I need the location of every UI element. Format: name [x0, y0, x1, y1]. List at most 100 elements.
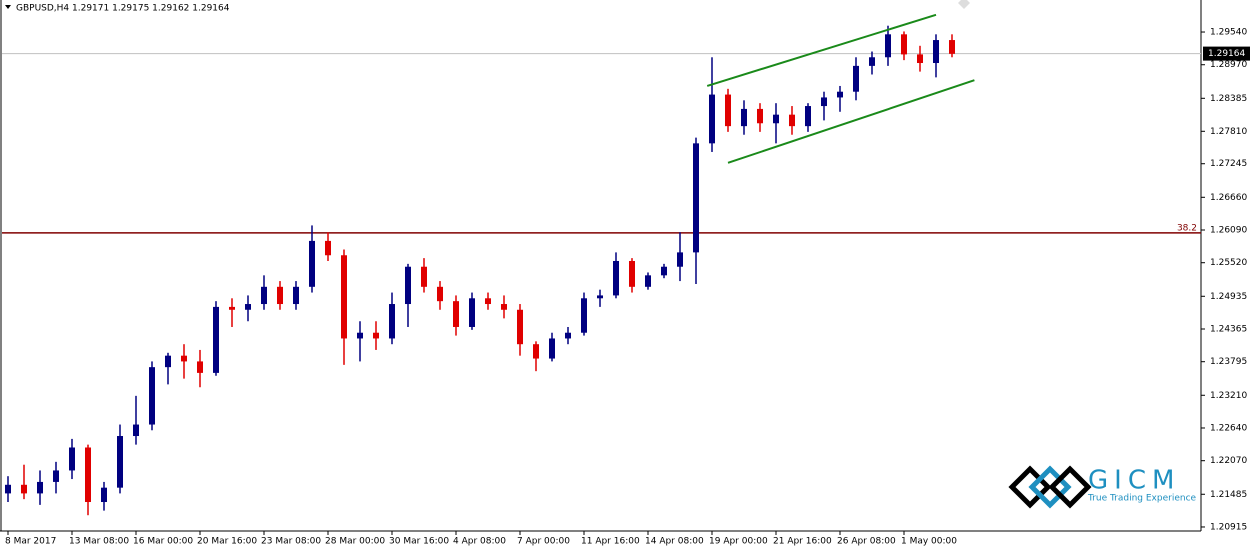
candle-body	[53, 470, 59, 482]
candle-body	[197, 361, 203, 373]
candle-body	[37, 481, 43, 494]
candle-body	[597, 295, 603, 299]
candle-body	[85, 447, 91, 503]
y-tick-label: 1.26660	[1210, 193, 1247, 203]
candle-body	[245, 304, 251, 310]
candle-body	[357, 332, 363, 339]
candle-body	[789, 114, 795, 127]
candle-body	[501, 304, 507, 310]
candle-body	[549, 338, 555, 359]
candle-body	[389, 304, 395, 339]
marker	[958, 0, 970, 9]
candle-body	[565, 332, 571, 339]
candle-body	[325, 240, 331, 256]
candle-body	[805, 106, 811, 127]
x-tick-label: 11 Apr 16:00	[581, 537, 640, 547]
candle-body	[229, 306, 235, 310]
candle-body	[773, 114, 779, 124]
x-tick-label: 4 Apr 08:00	[453, 537, 506, 547]
candle-body	[277, 286, 283, 305]
y-tick-label: 1.27810	[1210, 127, 1247, 137]
candle-body	[453, 301, 459, 327]
candle-body	[581, 298, 587, 333]
x-tick-label: 14 Apr 08:00	[645, 537, 704, 547]
logo-mark	[1048, 465, 1092, 509]
y-tick-label: 1.26090	[1210, 226, 1247, 236]
candle-body	[421, 266, 427, 287]
candle-body	[293, 286, 299, 305]
y-tick-label: 1.29540	[1210, 28, 1247, 38]
y-tick-label: 1.28385	[1210, 94, 1247, 104]
candle-body	[837, 91, 843, 98]
y-tick-label: 1.22640	[1210, 423, 1247, 433]
candle-body	[853, 65, 859, 92]
y-tick-label: 1.24365	[1210, 324, 1247, 334]
candle-body	[533, 344, 539, 359]
candle-body	[261, 286, 267, 305]
candle-body	[741, 108, 747, 127]
candle-body	[613, 260, 619, 296]
x-tick-label: 1 May 00:00	[901, 537, 957, 547]
x-tick-label: 30 Mar 16:00	[389, 537, 449, 547]
candle-body	[885, 34, 891, 58]
x-tick-label: 23 Mar 08:00	[261, 537, 321, 547]
candle-body	[69, 447, 75, 471]
y-tick-label: 1.28970	[1210, 60, 1247, 70]
logo: GICM True Trading Experience	[995, 448, 1200, 530]
price-label: 1.29164	[1208, 49, 1245, 59]
candle-body	[645, 275, 651, 287]
x-tick-label: 16 Mar 00:00	[133, 537, 193, 547]
candle-body	[5, 484, 11, 494]
candle-body	[437, 286, 443, 302]
y-tick-label: 1.24935	[1210, 292, 1247, 302]
candle-body	[469, 298, 475, 327]
trendline	[706, 13, 937, 87]
candle-body	[21, 484, 27, 494]
y-tick-label: 1.23210	[1210, 391, 1247, 401]
candle-body	[629, 260, 635, 287]
candle-body	[485, 298, 491, 305]
candle-body	[341, 255, 347, 339]
x-tick-label: 28 Mar 00:00	[325, 537, 385, 547]
candle-body	[757, 108, 763, 124]
y-tick-label: 1.21485	[1210, 490, 1247, 500]
candle-body	[725, 94, 731, 127]
candle-body	[917, 54, 923, 64]
x-tick-label: 8 Mar 2017	[5, 537, 56, 547]
logo-mark	[1008, 465, 1052, 509]
candle-body	[405, 266, 411, 305]
candle-body	[949, 40, 955, 54]
logo-bg	[995, 448, 1200, 530]
candle-body	[901, 34, 907, 55]
y-tick-label: 1.23795	[1210, 357, 1247, 367]
candle-body	[149, 367, 155, 425]
x-tick-label: 19 Apr 00:00	[709, 537, 768, 547]
logo-mark	[1028, 465, 1072, 509]
candle-body	[677, 252, 683, 267]
candle-body	[869, 57, 875, 66]
x-tick-label: 21 Apr 16:00	[773, 537, 832, 547]
candle-body	[165, 355, 171, 368]
candle-body	[693, 143, 699, 253]
candle-body	[709, 94, 715, 144]
x-tick-label: 7 Apr 00:00	[517, 537, 570, 547]
level-label: 38.2	[1177, 223, 1197, 233]
candle-body	[309, 240, 315, 287]
price-box	[1203, 46, 1250, 61]
candle-body	[213, 306, 219, 373]
logo-tagline: True Trading Experience	[1087, 494, 1197, 504]
y-tick-label: 1.20915	[1210, 522, 1247, 532]
candle-body	[517, 309, 523, 345]
x-tick-label: 13 Mar 08:00	[69, 537, 129, 547]
y-tick-label: 1.22070	[1210, 456, 1247, 466]
x-tick-label: 26 Apr 08:00	[837, 537, 896, 547]
candle-body	[181, 355, 187, 362]
header: GBPUSD,H4 1.29171 1.29175 1.29162 1.2916…	[16, 4, 230, 14]
candle-body	[821, 97, 827, 107]
candle-body	[373, 332, 379, 339]
candle-body	[661, 266, 667, 276]
candle-body	[933, 40, 939, 64]
logo-name: GICM	[1088, 466, 1180, 496]
y-tick-label: 1.27245	[1210, 159, 1247, 169]
